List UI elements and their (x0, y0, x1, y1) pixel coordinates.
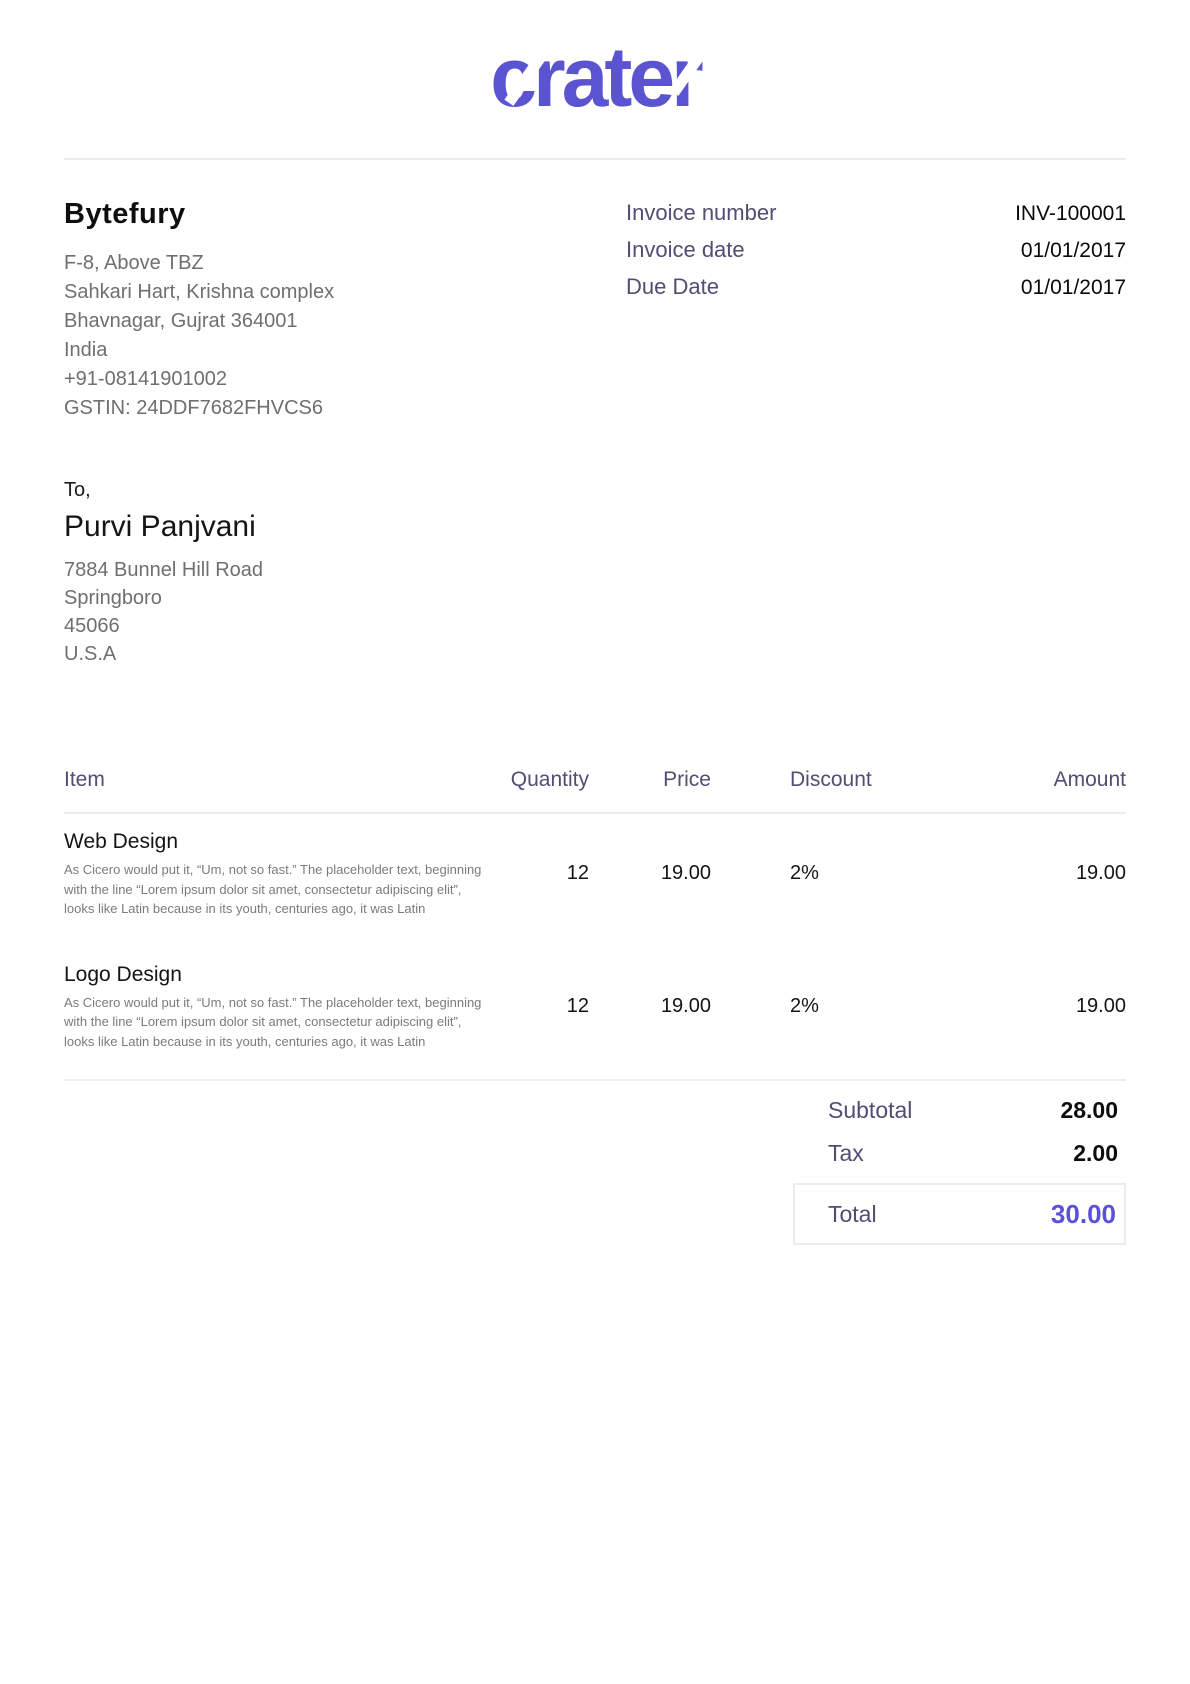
table-row: Web Design As Cicero would put it, “Um, … (64, 814, 1126, 947)
total-value: 30.00 (1050, 1198, 1116, 1229)
seller-block: Bytefury F-8, Above TBZ Sahkari Hart, Kr… (64, 198, 334, 423)
subtotal-row: Subtotal 28.00 (793, 1097, 1126, 1124)
invoice-number-value: INV-100001 (1015, 202, 1126, 225)
seller-gstin: GSTIN: 24DDF7682FHVCS6 (64, 397, 323, 419)
item-price: 19.00 (660, 994, 711, 1017)
item-name: Logo Design (64, 962, 182, 986)
totals-block: Subtotal 28.00 Tax 2.00 Total 30.00 (793, 1097, 1126, 1245)
crater-logo: crater (490, 34, 712, 120)
item-description: As Cicero would put it, “Um, not so fast… (64, 994, 482, 1049)
items-table-header: Item Quantity Price Discount Amount (64, 768, 1126, 814)
due-date-value: 01/01/2017 (1020, 276, 1126, 299)
subtotal-value: 28.00 (1060, 1097, 1118, 1123)
tax-value: 2.00 (1073, 1140, 1118, 1166)
header-section: Bytefury F-8, Above TBZ Sahkari Hart, Kr… (0, 160, 1190, 423)
seller-address-line: Bhavnagar, Gujrat 364001 (64, 310, 298, 332)
header-divider (64, 158, 1126, 160)
grand-total-box: Total 30.00 (793, 1183, 1126, 1245)
invoice-date-value: 01/01/2017 (1020, 239, 1126, 262)
seller-address-line: Sahkari Hart, Krishna complex (64, 281, 335, 303)
item-discount: 2% (790, 862, 819, 884)
invoice-meta-block: Invoice number INV-100001 Invoice date 0… (626, 198, 1126, 423)
customer-address-line: U.S.A (64, 643, 117, 665)
item-amount: 19.00 (1075, 862, 1126, 884)
due-date-label: Due Date (626, 274, 719, 299)
seller-address-line: F-8, Above TBZ (64, 252, 204, 274)
bill-to-prefix: To, (64, 479, 91, 501)
customer-address-line: Springboro (64, 587, 162, 609)
item-description: As Cicero would put it, “Um, not so fast… (64, 862, 482, 916)
item-cell: Web Design As Cicero would put it, “Um, … (64, 830, 484, 919)
invoice-date-row: Invoice date 01/01/2017 (626, 237, 1126, 263)
item-discount: 2% (790, 994, 819, 1017)
item-name: Web Design (64, 830, 179, 853)
item-quantity: 12 (566, 862, 589, 884)
customer-address-line: 45066 (64, 615, 120, 637)
table-row: Logo Design As Cicero would put it, “Um,… (64, 947, 1126, 1080)
customer-address-line: 7884 Bunnel Hill Road (64, 559, 264, 581)
invoice-number-label: Invoice number (626, 200, 777, 225)
invoice-number-row: Invoice number INV-100001 (626, 200, 1126, 226)
bill-to-block: To, Purvi Panjvani 7884 Bunnel Hill Road… (0, 423, 1190, 668)
column-header-quantity: Quantity (510, 768, 589, 791)
total-label: Total (828, 1200, 877, 1227)
tax-row: Tax 2.00 (793, 1140, 1126, 1167)
item-price: 19.00 (660, 862, 711, 884)
seller-name: Bytefury (64, 198, 186, 230)
tax-label: Tax (828, 1140, 864, 1166)
items-table: Item Quantity Price Discount Amount Web … (64, 768, 1126, 1081)
item-cell: Logo Design As Cicero would put it, “Um,… (64, 963, 484, 1052)
seller-address-line: India (64, 339, 108, 361)
invoice-date-label: Invoice date (626, 237, 745, 262)
column-header-item: Item (64, 768, 105, 791)
customer-name: Purvi Panjvani (64, 510, 256, 543)
items-table-body: Web Design As Cicero would put it, “Um, … (64, 814, 1126, 1081)
item-quantity: 12 (566, 994, 589, 1017)
subtotal-label: Subtotal (828, 1097, 913, 1123)
column-header-price: Price (663, 768, 711, 791)
column-header-amount: Amount (1053, 768, 1126, 791)
column-header-discount: Discount (790, 768, 872, 791)
due-date-row: Due Date 01/01/2017 (626, 274, 1126, 300)
seller-phone: +91-08141901002 (64, 368, 227, 390)
item-amount: 19.00 (1075, 994, 1126, 1017)
logo-container: crater (0, 0, 1190, 120)
